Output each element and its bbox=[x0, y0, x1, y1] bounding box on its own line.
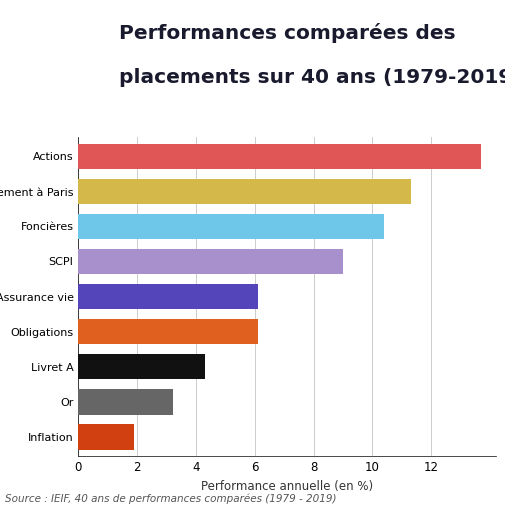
Text: Performances comparées des: Performances comparées des bbox=[119, 23, 455, 43]
Text: Capital: Capital bbox=[19, 55, 92, 74]
Bar bbox=[78, 354, 205, 379]
Bar bbox=[78, 178, 410, 204]
Bar bbox=[78, 389, 172, 415]
Bar bbox=[78, 284, 257, 309]
X-axis label: Performance annuelle (en %): Performance annuelle (en %) bbox=[200, 480, 373, 493]
Bar bbox=[78, 249, 342, 274]
Text: Source : IEIF, 40 ans de performances comparées (1979 - 2019): Source : IEIF, 40 ans de performances co… bbox=[5, 494, 336, 504]
Bar bbox=[78, 143, 480, 169]
Bar bbox=[78, 424, 134, 450]
Bar bbox=[78, 319, 257, 344]
Text: placements sur 40 ans (1979-2019): placements sur 40 ans (1979-2019) bbox=[119, 68, 505, 87]
Bar bbox=[78, 214, 383, 239]
